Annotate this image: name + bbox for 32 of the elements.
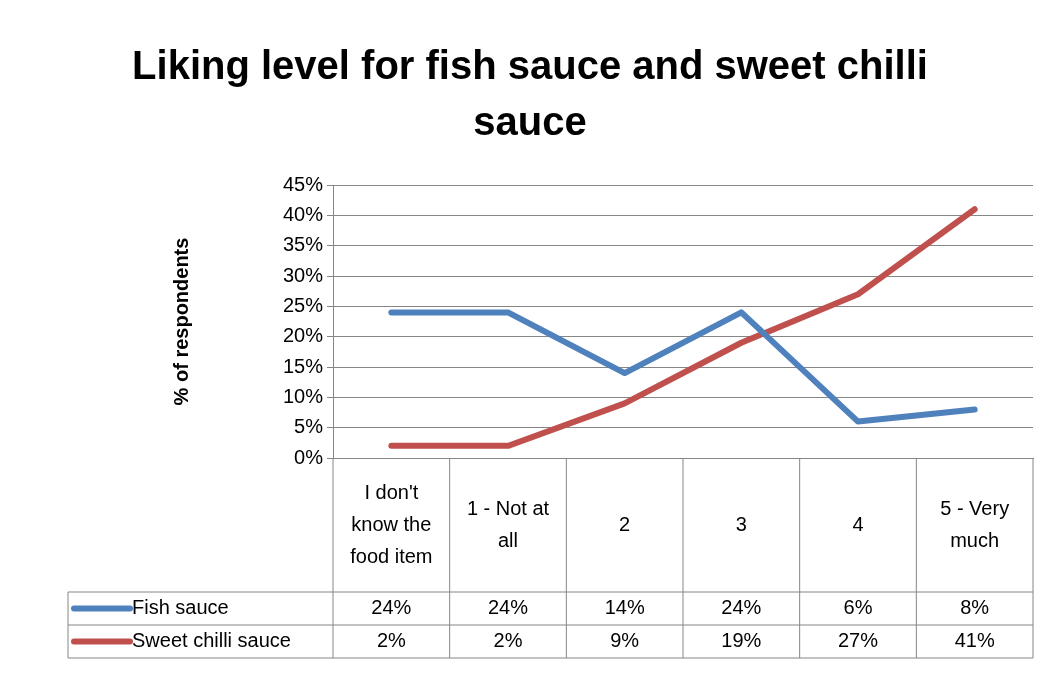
legend-label: Sweet chilli sauce [132,629,291,652]
y-tick-label: 30% [282,263,324,286]
data-label: 24% [371,596,412,619]
data-label: 19% [721,629,762,652]
data-label: 27% [837,629,879,652]
data-label: 14% [604,596,645,619]
x-tick-label: 3 [735,512,747,535]
y-tick-label: 40% [282,202,324,225]
y-tick-label: 0% [294,445,324,468]
data-label: 24% [487,596,529,619]
x-tick-label: I don't know the food item [350,480,433,567]
y-axis-title: % of respondents [169,237,192,406]
data-label: 8% [960,596,990,619]
legend-label: Fish sauce [132,596,229,619]
data-label: 2% [493,629,523,652]
y-tick-label: 5% [294,415,324,438]
y-tick-label: 25% [282,293,324,316]
data-label: 6% [843,596,873,619]
y-tick-label: 35% [282,233,324,256]
data-label: 24% [721,596,762,619]
x-tick-label: 2 [619,512,631,535]
x-tick-label: 5 - Very much [940,496,1010,551]
x-tick-label: 4 [852,512,864,535]
y-tick-label: 20% [282,324,324,347]
data-label: 2% [376,629,406,652]
y-tick-label: 15% [282,354,324,377]
y-tick-label: 45% [282,172,324,195]
chart-title: Liking level for fish sauce and sweet chilli sauce [132,43,928,144]
data-label: 41% [954,629,995,652]
data-label: 9% [610,629,640,652]
y-tick-label: 10% [282,384,324,407]
x-tick-label: 1 - Not at all [466,496,550,551]
